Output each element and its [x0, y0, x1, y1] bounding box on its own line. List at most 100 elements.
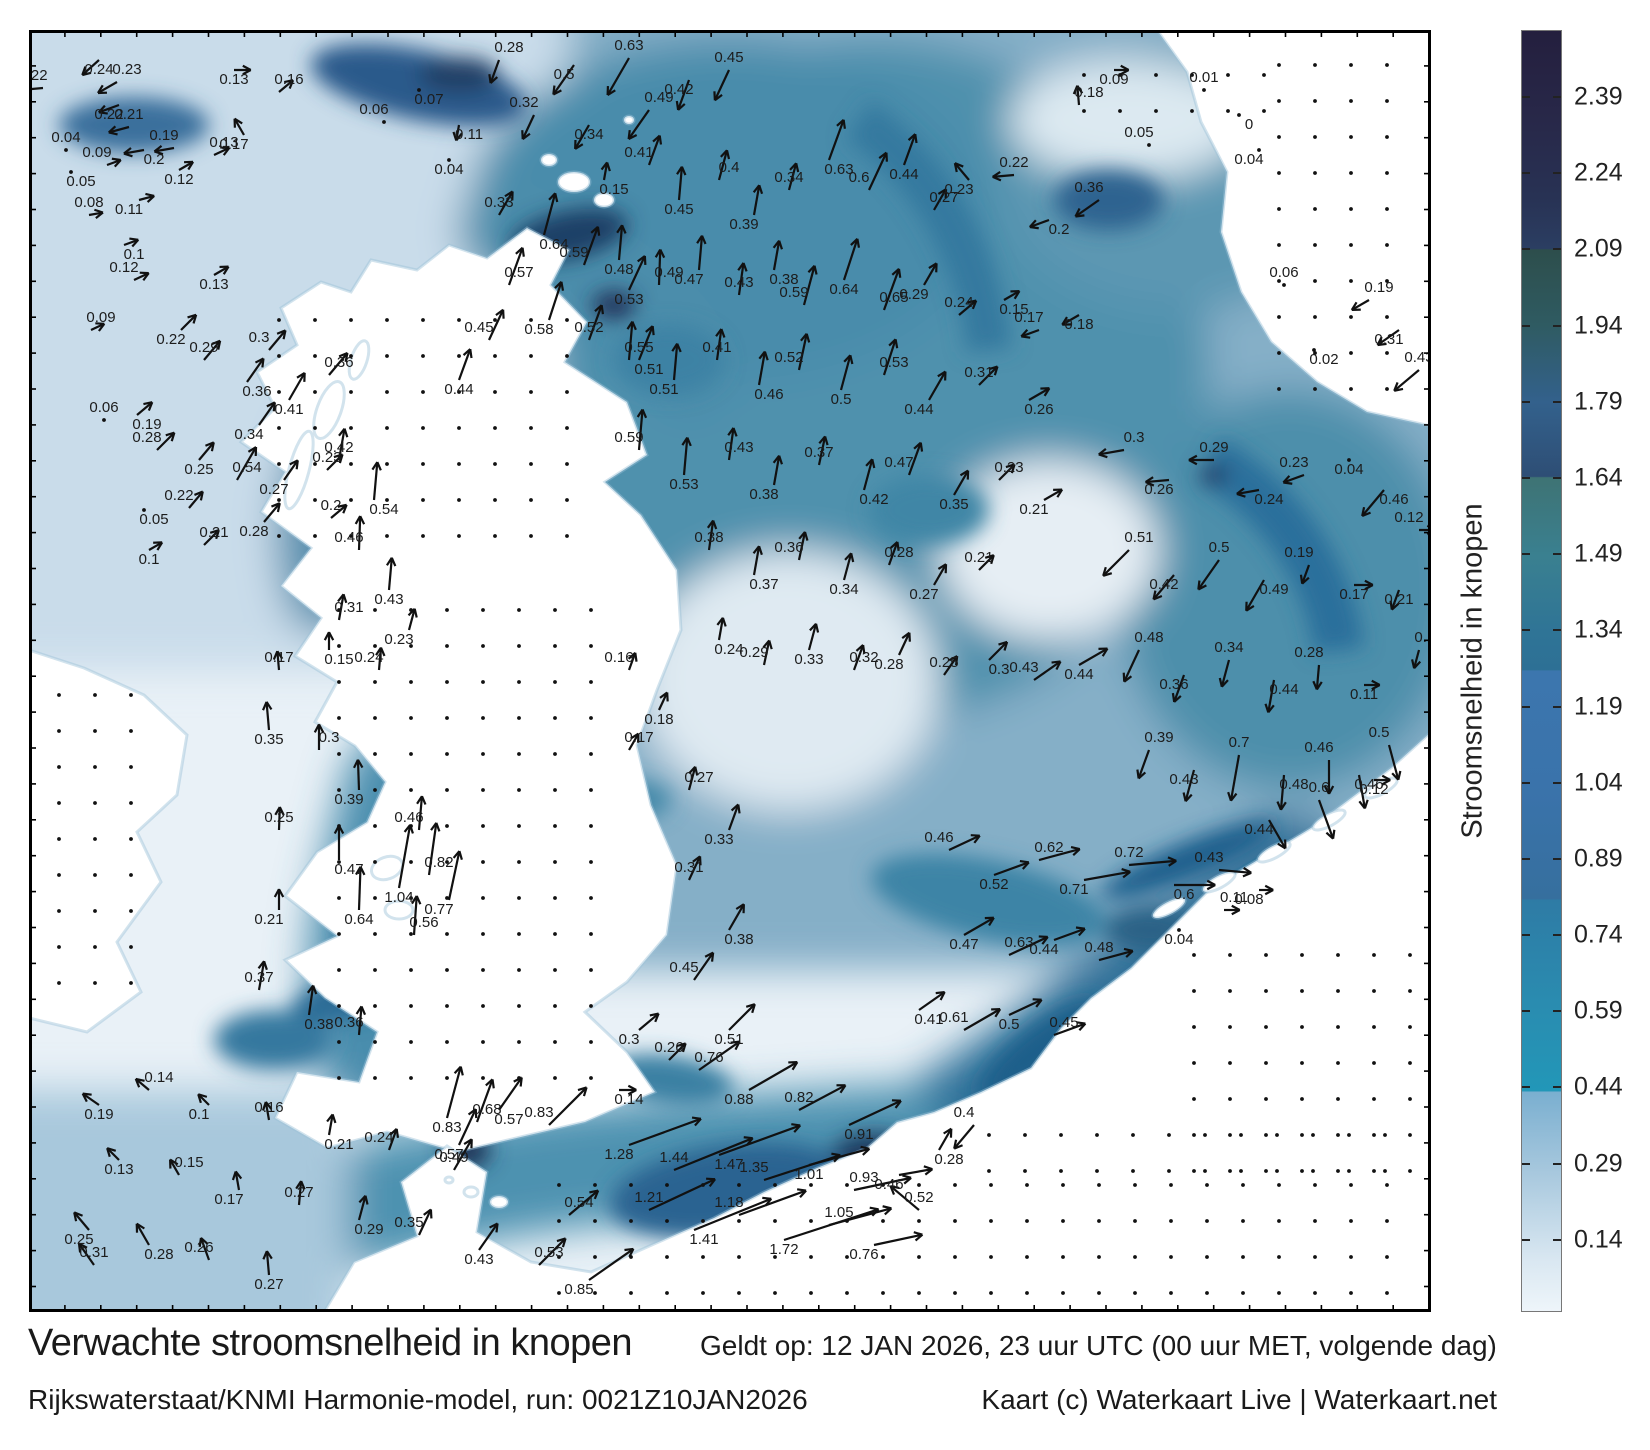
svg-text:0.43: 0.43 [1169, 771, 1198, 788]
svg-text:0.09: 0.09 [1099, 71, 1128, 88]
svg-text:0.63: 0.63 [1004, 934, 1033, 951]
svg-text:0.26: 0.26 [1144, 481, 1173, 498]
model-run-text: Rijkswaterstaat/KNMI Harmonie-model, run… [28, 1384, 808, 1415]
svg-text:0.13: 0.13 [209, 134, 238, 151]
svg-text:0.21: 0.21 [324, 1136, 353, 1153]
svg-text:0.37: 0.37 [749, 576, 778, 593]
svg-text:0.29: 0.29 [354, 1221, 383, 1238]
svg-text:0.07: 0.07 [414, 91, 443, 108]
svg-text:0.21: 0.21 [964, 549, 993, 566]
colorbar-tick-label: 1.19 [1574, 692, 1623, 721]
svg-text:1.47: 1.47 [714, 1156, 743, 1173]
svg-text:0.12: 0.12 [109, 259, 138, 276]
svg-text:0.45: 0.45 [464, 319, 493, 336]
svg-text:0.45: 0.45 [714, 49, 743, 66]
svg-text:0.76: 0.76 [694, 1049, 723, 1066]
svg-text:0.04: 0.04 [1234, 151, 1263, 168]
svg-text:0.41: 0.41 [914, 1011, 943, 1028]
svg-text:0.38: 0.38 [304, 1016, 333, 1033]
current-value-labels: 0.220.240.230.220.210.20.190.130.160.170… [29, 37, 1431, 1298]
svg-text:0.45: 0.45 [664, 201, 693, 218]
svg-text:0.44: 0.44 [1244, 821, 1273, 838]
svg-text:0.7: 0.7 [1229, 734, 1250, 751]
svg-text:0.27: 0.27 [284, 1184, 313, 1201]
svg-text:0.32: 0.32 [509, 94, 538, 111]
colorbar-tick [1553, 1010, 1561, 1013]
svg-text:0.27: 0.27 [909, 586, 938, 603]
svg-text:0.43: 0.43 [1194, 849, 1223, 866]
svg-text:0.17: 0.17 [1414, 629, 1431, 646]
svg-text:0.43: 0.43 [1404, 349, 1431, 366]
svg-text:0.21: 0.21 [1384, 591, 1413, 608]
svg-text:0.33: 0.33 [704, 831, 733, 848]
svg-text:0.05: 0.05 [1124, 124, 1153, 141]
svg-text:0.49: 0.49 [439, 1149, 468, 1166]
svg-text:0.35: 0.35 [939, 496, 968, 513]
svg-text:0.57: 0.57 [504, 264, 533, 281]
svg-text:0.21: 0.21 [199, 524, 228, 541]
colorbar-tick [1522, 705, 1530, 708]
svg-text:0.08: 0.08 [74, 194, 103, 211]
svg-text:0.18: 0.18 [644, 711, 673, 728]
colorbar-tick [1553, 248, 1561, 251]
svg-text:0.11: 0.11 [115, 201, 143, 218]
svg-text:0.45: 0.45 [1049, 1014, 1078, 1031]
colorbar-gradient [1522, 31, 1561, 1311]
svg-text:0.48: 0.48 [604, 261, 633, 278]
svg-text:0.47: 0.47 [949, 936, 978, 953]
svg-text:0.35: 0.35 [254, 731, 283, 748]
svg-text:0.38: 0.38 [694, 529, 723, 546]
svg-text:1.44: 1.44 [659, 1149, 688, 1166]
colorbar-tick-label: 0.74 [1574, 920, 1623, 949]
colorbar-tick [1522, 172, 1530, 175]
svg-text:0.36: 0.36 [1074, 179, 1103, 196]
svg-text:0.27: 0.27 [929, 189, 958, 206]
svg-text:0.25: 0.25 [64, 1231, 93, 1248]
svg-text:0.34: 0.34 [774, 169, 803, 186]
svg-text:0.23: 0.23 [312, 449, 341, 466]
colorbar-tick [1553, 1162, 1561, 1165]
colorbar-tick-label: 1.04 [1574, 768, 1623, 797]
svg-text:0.39: 0.39 [729, 216, 758, 233]
svg-text:0.38: 0.38 [724, 931, 753, 948]
svg-text:0.1: 0.1 [124, 246, 145, 263]
svg-text:0.53: 0.53 [614, 291, 643, 308]
svg-text:0.3: 0.3 [1124, 429, 1145, 446]
svg-text:0.1: 0.1 [139, 551, 160, 568]
svg-text:0.25: 0.25 [184, 461, 213, 478]
colorbar-tick-label: 2.39 [1574, 82, 1623, 111]
svg-text:0.85: 0.85 [564, 1281, 593, 1298]
svg-text:0.43: 0.43 [374, 591, 403, 608]
svg-text:0.38: 0.38 [749, 486, 778, 503]
svg-text:0.34: 0.34 [234, 426, 263, 443]
colorbar-tick [1553, 934, 1561, 937]
svg-text:0.39: 0.39 [1144, 729, 1173, 746]
svg-text:0.48: 0.48 [1084, 939, 1113, 956]
svg-text:0.57: 0.57 [434, 1146, 463, 1163]
svg-text:0.28: 0.28 [1294, 644, 1323, 661]
svg-text:0.08: 0.08 [1234, 891, 1263, 908]
svg-text:0.29: 0.29 [899, 286, 928, 303]
colorbar-tick [1522, 1238, 1530, 1241]
svg-text:0.49: 0.49 [644, 89, 673, 106]
svg-text:0.19: 0.19 [149, 127, 178, 144]
svg-text:0.18: 0.18 [1064, 316, 1093, 333]
valid-time-text: Geldt op: 12 JAN 2026, 23 uur UTC (00 uu… [700, 1330, 1497, 1361]
map-border [29, 30, 1431, 1312]
svg-text:0.21: 0.21 [254, 911, 283, 928]
svg-text:0.44: 0.44 [1029, 941, 1058, 958]
svg-text:0.3: 0.3 [319, 729, 340, 746]
svg-text:0.31: 0.31 [674, 859, 703, 876]
colorbar-tick [1522, 1010, 1530, 1013]
svg-text:0.27: 0.27 [259, 481, 288, 498]
colorbar-tick [1553, 1086, 1561, 1089]
svg-text:0: 0 [1245, 116, 1253, 133]
colorbar-tick [1553, 857, 1561, 860]
svg-text:0.31: 0.31 [964, 364, 993, 381]
colorbar: 2.39 2.24 2.09 1.94 1.79 1.64 1.49 1.34 1.19 1.04… [1521, 30, 1623, 1312]
svg-text:0.39: 0.39 [334, 791, 363, 808]
svg-text:0.77: 0.77 [424, 901, 453, 918]
svg-text:0.51: 0.51 [1124, 529, 1153, 546]
land-layer [29, 30, 1431, 1312]
svg-text:0.58: 0.58 [524, 321, 553, 338]
